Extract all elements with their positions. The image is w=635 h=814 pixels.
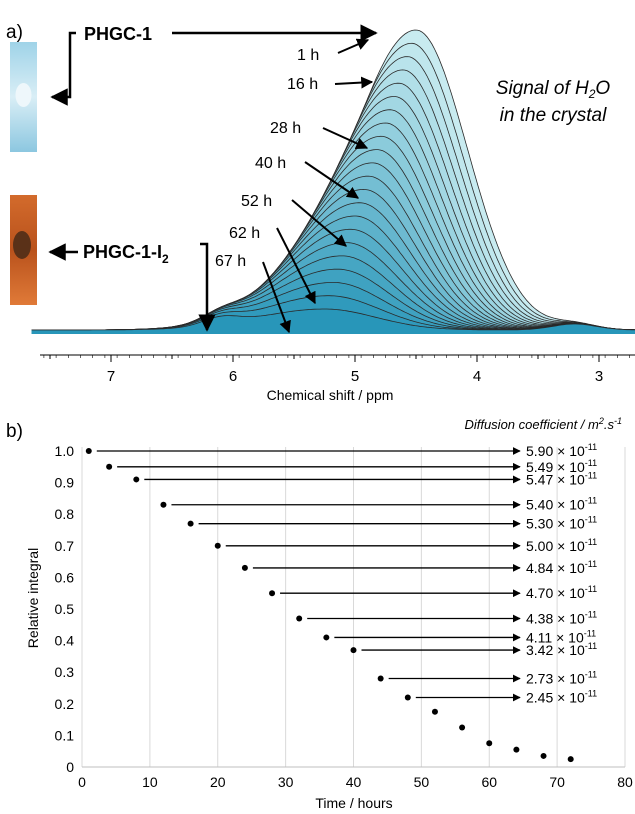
coefficient-label-7: 4.70 × 10-11 <box>526 584 597 601</box>
panel-b-x-tick-label: 20 <box>210 774 226 790</box>
diffusion-coefficient-header: Diffusion coefficient / m2.s-1 <box>464 416 622 432</box>
coefficient-label-8: 4.38 × 10-11 <box>526 609 597 626</box>
time-label-6: 67 h <box>215 253 246 270</box>
data-point-0 <box>85 448 92 454</box>
data-point-6 <box>241 564 248 571</box>
data-point-15 <box>486 740 493 747</box>
panel-b-x-tick-label: 0 <box>78 774 86 790</box>
time-label-4: 52 h <box>241 193 272 210</box>
data-point-5 <box>214 542 221 549</box>
data-point-10 <box>350 647 357 654</box>
panel-b-x-tick-label: 40 <box>346 774 362 790</box>
time-label-2: 28 h <box>270 120 301 137</box>
coefficient-label-1: 5.49 × 10-11 <box>526 458 597 475</box>
panel-b-y-tick-label: 0.6 <box>55 569 75 585</box>
panel-a-label: a) <box>6 22 23 43</box>
panel-b-y-tick-label: 0.3 <box>55 664 75 680</box>
spectrum-fill-21 <box>31 309 635 334</box>
time-label-3: 40 h <box>255 155 286 172</box>
coefficient-label-3: 5.40 × 10-11 <box>526 496 597 513</box>
panel-b-coefficients: 5.90 × 10-115.49 × 10-115.47 × 10-11 5.40… <box>96 442 597 705</box>
data-point-9 <box>323 634 330 641</box>
panel-b-x-tick-label: 60 <box>481 774 497 790</box>
time-label-arrow-4 <box>291 199 347 247</box>
coefficient-label-12: 2.45 × 10-11 <box>526 688 597 705</box>
panel-b-y-axis-label: Relative integral <box>25 548 41 648</box>
coefficient-label-6: 4.84 × 10-11 <box>526 559 597 576</box>
data-point-12 <box>404 694 411 701</box>
data-point-16 <box>513 746 520 753</box>
data-point-7 <box>269 590 276 597</box>
panel-b-y-tick-label: 0.4 <box>55 633 75 649</box>
panel-b-y-tick-label: 0.8 <box>55 506 75 522</box>
coefficient-label-9: 4.11 × 10-11 <box>526 628 596 645</box>
panel-b-y-tick-label: 0.2 <box>55 696 75 712</box>
panel-b-x-tick-label: 10 <box>142 774 158 790</box>
data-point-11 <box>377 675 384 682</box>
time-label-arrow-1 <box>334 76 374 89</box>
panel-b-y-tick-label: 0 <box>66 759 74 775</box>
spectrum-line-21 <box>31 308 635 331</box>
vial-crystal-phgc1-i2 <box>13 231 31 259</box>
panel-a-tick-label: 4 <box>473 368 481 385</box>
panel-b-x-tick-label: 30 <box>278 774 294 790</box>
arrow-phgc1-to-vial <box>50 31 76 106</box>
coefficient-label-11: 2.73 × 10-11 <box>526 670 597 687</box>
panel-a-tick-label: 5 <box>351 368 359 385</box>
panel-b-x-tick-label: 70 <box>549 774 565 790</box>
label-phgc1: PHGC-1 <box>84 24 152 44</box>
spectrum-time-labels: 1 h 16 h 28 h 40 h 52 h 62 h 67 h <box>215 38 374 334</box>
panel-b-y-tick-label: 0.5 <box>55 601 75 617</box>
panel-b-y-tick-label: 0.9 <box>55 475 75 491</box>
panel-b-y-tick-label: 1.0 <box>55 443 75 459</box>
coefficient-label-0: 5.90 × 10-11 <box>526 442 597 459</box>
panel-a-x-axis-label: Chemical shift / ppm <box>267 387 394 403</box>
label-phgc1-i2: PHGC-1-I2 <box>83 242 169 266</box>
time-label-arrow-5 <box>276 227 316 305</box>
data-point-4 <box>187 520 194 527</box>
data-point-18 <box>567 756 574 763</box>
data-point-17 <box>540 752 547 759</box>
panel-b-points <box>85 448 574 763</box>
coefficient-label-10: 3.42 × 10-11 <box>526 641 597 658</box>
coefficient-label-5: 5.00 × 10-11 <box>526 537 597 554</box>
panel-a-tick-label: 6 <box>229 368 237 385</box>
panel-a-tick-label: 7 <box>107 368 115 385</box>
panel-b-x-tick-label: 80 <box>617 774 633 790</box>
time-label-1: 16 h <box>287 76 318 93</box>
coefficient-label-2: 5.47 × 10-11 <box>526 470 597 487</box>
panel-b-y-tick-label: 0.7 <box>55 538 75 554</box>
data-point-8 <box>296 615 303 622</box>
vial-crystal-phgc1 <box>15 83 32 107</box>
data-point-2 <box>133 476 140 483</box>
signal-annotation-line2: in the crystal <box>500 105 607 126</box>
panel-b-axes: 0 10 20 30 40 50 60 70 80 0 0.1 0.2 0.3 0.4 0.5 0.6 0.7 0… <box>55 443 633 790</box>
time-label-arrow-0 <box>337 38 370 54</box>
data-point-1 <box>106 463 113 470</box>
panel-b-grid <box>81 447 626 767</box>
panel-b: b) Diffusion coefficient / m2.s-1 0 10 20 3… <box>6 416 633 811</box>
panel-a-tick-label: 3 <box>595 368 603 385</box>
coefficient-label-4: 5.30 × 10-11 <box>526 515 597 532</box>
data-point-13 <box>431 708 438 715</box>
data-point-3 <box>160 501 167 508</box>
panel-b-x-axis-label: Time / hours <box>315 795 392 811</box>
time-label-5: 62 h <box>229 225 260 242</box>
data-point-14 <box>459 724 466 731</box>
time-label-arrow-3 <box>304 161 359 199</box>
panel-a: a) 7 6 5 4 3 Chemical shift / ppm PHGC-1 PHG… <box>6 22 635 403</box>
arrow-phgc1-i2-to-baseline <box>198 242 216 332</box>
time-label-0: 1 h <box>297 47 319 64</box>
panel-b-x-tick-label: 50 <box>414 774 430 790</box>
time-label-arrow-2 <box>322 127 369 149</box>
time-label-arrow-6 <box>262 261 291 334</box>
signal-annotation-line1: Signal of H2O <box>496 78 611 101</box>
panel-b-label: b) <box>6 421 23 442</box>
panel-b-y-tick-label: 0.1 <box>55 727 75 743</box>
panel-a-x-axis: 7 6 5 4 3 <box>40 354 635 385</box>
